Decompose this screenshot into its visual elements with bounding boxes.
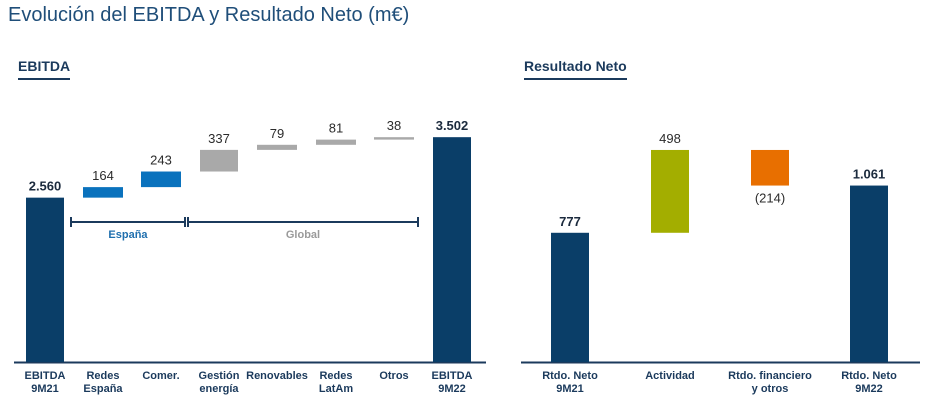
bar [200, 149, 238, 172]
data-label: 81 [329, 121, 343, 136]
bar [850, 185, 888, 362]
tick-label-line: 9M21 [31, 383, 59, 395]
data-label: 79 [270, 126, 284, 141]
tick-label: Rtdo. Neto 9M21 [542, 370, 598, 395]
tick-label-line: Redes [319, 370, 352, 382]
tick-label: Rtdo. financiero y otros [728, 370, 812, 395]
tick-label-line: Rtdo. Neto [841, 370, 897, 382]
bar [551, 232, 589, 362]
tick-label-line: Actividad [645, 370, 695, 382]
bar [257, 144, 297, 150]
data-label: (214) [755, 191, 785, 206]
group-label: España [108, 229, 148, 241]
tick-label-line: Rtdo. financiero [728, 370, 812, 382]
data-label: 164 [92, 168, 114, 183]
tick-label: Actividad [645, 370, 695, 382]
tick-label: Redes LatAm [319, 370, 353, 395]
bar [141, 171, 181, 188]
tick-label-line: LatAm [319, 383, 353, 395]
tick-label-line: Redes [86, 370, 119, 382]
tick-label-line: España [83, 383, 123, 395]
tick-label: Rtdo. Neto 9M22 [841, 370, 897, 395]
tick-label-line: 9M22 [438, 383, 466, 395]
tick-label: Renovables [246, 370, 308, 382]
data-label: 337 [208, 131, 230, 146]
data-label: 3.502 [436, 118, 469, 133]
tick-label-line: Otros [379, 370, 408, 382]
tick-label: Otros [379, 370, 408, 382]
tick-label-line: y otros [752, 383, 789, 395]
tick-label-line: Renovables [246, 370, 308, 382]
data-label: 498 [659, 131, 681, 146]
data-label: 243 [150, 153, 172, 168]
tick-label: EBITDA 9M22 [432, 370, 473, 395]
bar [433, 137, 471, 362]
bar [651, 149, 689, 233]
bar [374, 137, 414, 140]
tick-label-line: EBITDA [25, 370, 66, 382]
tick-label-line: energía [199, 383, 239, 395]
net-result-panel-title: Resultado Neto [524, 58, 627, 80]
tick-label-line: Gestión [199, 370, 240, 382]
tick-label-line: EBITDA [432, 370, 473, 382]
tick-label: Comer. [142, 370, 179, 382]
tick-label-line: Comer. [142, 370, 179, 382]
tick-label-line: 9M22 [855, 383, 883, 395]
page-title: Evolución del EBITDA y Resultado Neto (m… [8, 4, 410, 26]
tick-label-line: 9M21 [556, 383, 584, 395]
bar [83, 187, 123, 198]
data-label: 777 [559, 214, 581, 229]
bar [26, 197, 64, 362]
ebitda-panel-title: EBITDA [18, 58, 71, 80]
data-label: 2.560 [29, 179, 62, 194]
group-label: Global [286, 229, 320, 241]
bar [316, 139, 356, 145]
bar [751, 149, 789, 186]
tick-label: Gestión energía [199, 370, 240, 395]
tick-label: Redes España [83, 370, 123, 395]
data-label: 38 [387, 118, 401, 133]
data-label: 1.061 [853, 167, 886, 182]
tick-label: EBITDA 9M21 [25, 370, 66, 395]
tick-label-line: Rtdo. Neto [542, 370, 598, 382]
